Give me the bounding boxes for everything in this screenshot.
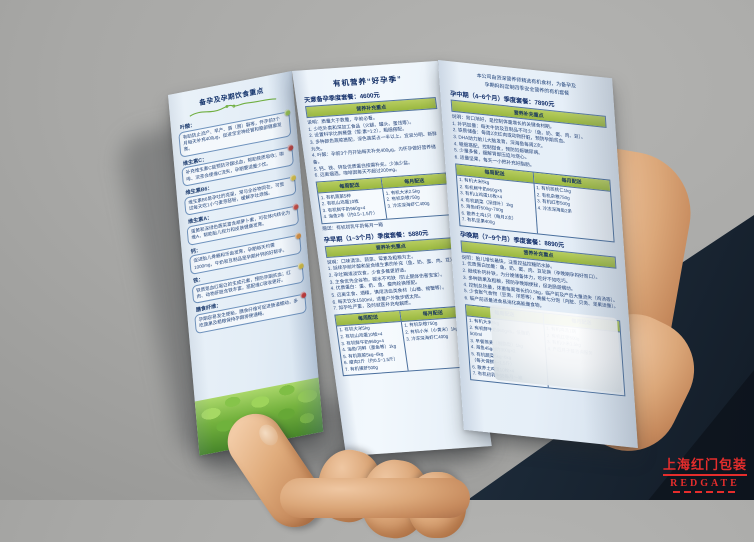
pear-icon bbox=[297, 261, 304, 270]
delivery-table: 每周配送 1. 有机蔬菜5种 2. 有机山鸡蛋10枚 3. 有机鲜牛奶960g×4 4… bbox=[315, 172, 453, 224]
weekly-delivery-column: 每周配送 1. 有机蔬菜5种 2. 有机山鸡蛋10枚 3. 有机鲜牛奶960g×4 4… bbox=[316, 178, 387, 223]
cherry-icon bbox=[287, 144, 294, 152]
nutrition-points: 说明：质量大于数量，孕前必看。 1. 少吃外卖和深加工食品（火腿、罐头、蜜饯等）。… bbox=[307, 111, 446, 180]
monthly-delivery-column: 每月配送 1. 有机核桃仁1kg 2. 有机杂粮750g 3. 有机红枣500g 4.… bbox=[532, 172, 614, 242]
orange-icon bbox=[294, 232, 302, 240]
weekly-items: 1. 有机大米5kg 2. 有机山鸡蛋10枚×4 3. 有机鲜牛奶960g×4 4. … bbox=[337, 322, 408, 375]
package-third-trimester: 孕晚期（7~9个月）季度套餐：8890元 营养补充重点 说明：胎儿增长最快，注意… bbox=[460, 229, 626, 397]
watermark-latin: REDGATE bbox=[670, 478, 740, 489]
watermark-dashes bbox=[672, 491, 737, 493]
milk-photo bbox=[489, 304, 623, 393]
lime-icon bbox=[284, 108, 291, 116]
brochure-right-panel: 本公司由资深营养师精选有机食材，为备孕及 孕期妈妈定制四季安全营养的有机套餐 孕… bbox=[438, 60, 638, 449]
strawberry-icon bbox=[292, 203, 299, 211]
left-hand-palm bbox=[280, 478, 470, 518]
watermark: 上海红门包装 REDGATE bbox=[662, 454, 747, 493]
package-preparation: 天意备孕季度套餐：4600元 营养补充重点 说明：质量大于数量，孕前必看。 1. … bbox=[303, 86, 453, 232]
monthly-items: 1. 有机大米2.5kg 2. 有机杂粮750g 3. 冷冻深海虾仁400g bbox=[383, 185, 450, 212]
weekly-items: 1. 有机蔬菜5种 2. 有机山鸡蛋10枚 3. 有机鲜牛奶960g×4 4. 海鱼2… bbox=[318, 189, 386, 223]
watermark-chinese: 上海红门包装 bbox=[662, 454, 747, 476]
monthly-delivery-column: 每月配送 1. 有机大米2.5kg 2. 有机杂粮750g 3. 冷冻深海虾仁400… bbox=[380, 173, 452, 219]
apple-icon bbox=[300, 291, 307, 299]
nutrition-points: 说明：口味清淡、蔬菜、荤素及粗粮为主。 1. 延续孕前叶酸和复合维生素的补充（鱼、… bbox=[327, 251, 465, 313]
weekly-delivery-column: 每周配送 1. 有机大米5kg 2. 有机山鸡蛋10枚×4 3. 有机鲜牛奶960g… bbox=[335, 311, 407, 375]
decorative-swirl bbox=[189, 98, 276, 117]
delivery-table: 每周配送 1. 有机大米5kg 2. 有机山鸡蛋10枚×4 3. 有机鲜牛奶960g… bbox=[334, 305, 474, 377]
brochure-left-panel: 备孕及孕期饮食重点 叶酸： 有助防止流产、早产、唇（腭）裂等，怀孕前3个月每天补… bbox=[168, 70, 324, 456]
package-second-trimester: 孕中期（4~6个月）季度套餐：7890元 营养补充重点 说明：胃口渐好，是控制体… bbox=[450, 88, 615, 243]
lemon-icon bbox=[289, 173, 297, 181]
weekly-delivery-column: 每周配送 1. 有机大米5kg 2. 有机鲜牛奶960g×5 3. 有机山鸡蛋10枚… bbox=[456, 164, 536, 233]
weekly-items: 1. 有机大米5kg 2. 有机鲜牛奶960g×5 3. 有机山鸡蛋10枚×4 4. … bbox=[457, 175, 537, 233]
